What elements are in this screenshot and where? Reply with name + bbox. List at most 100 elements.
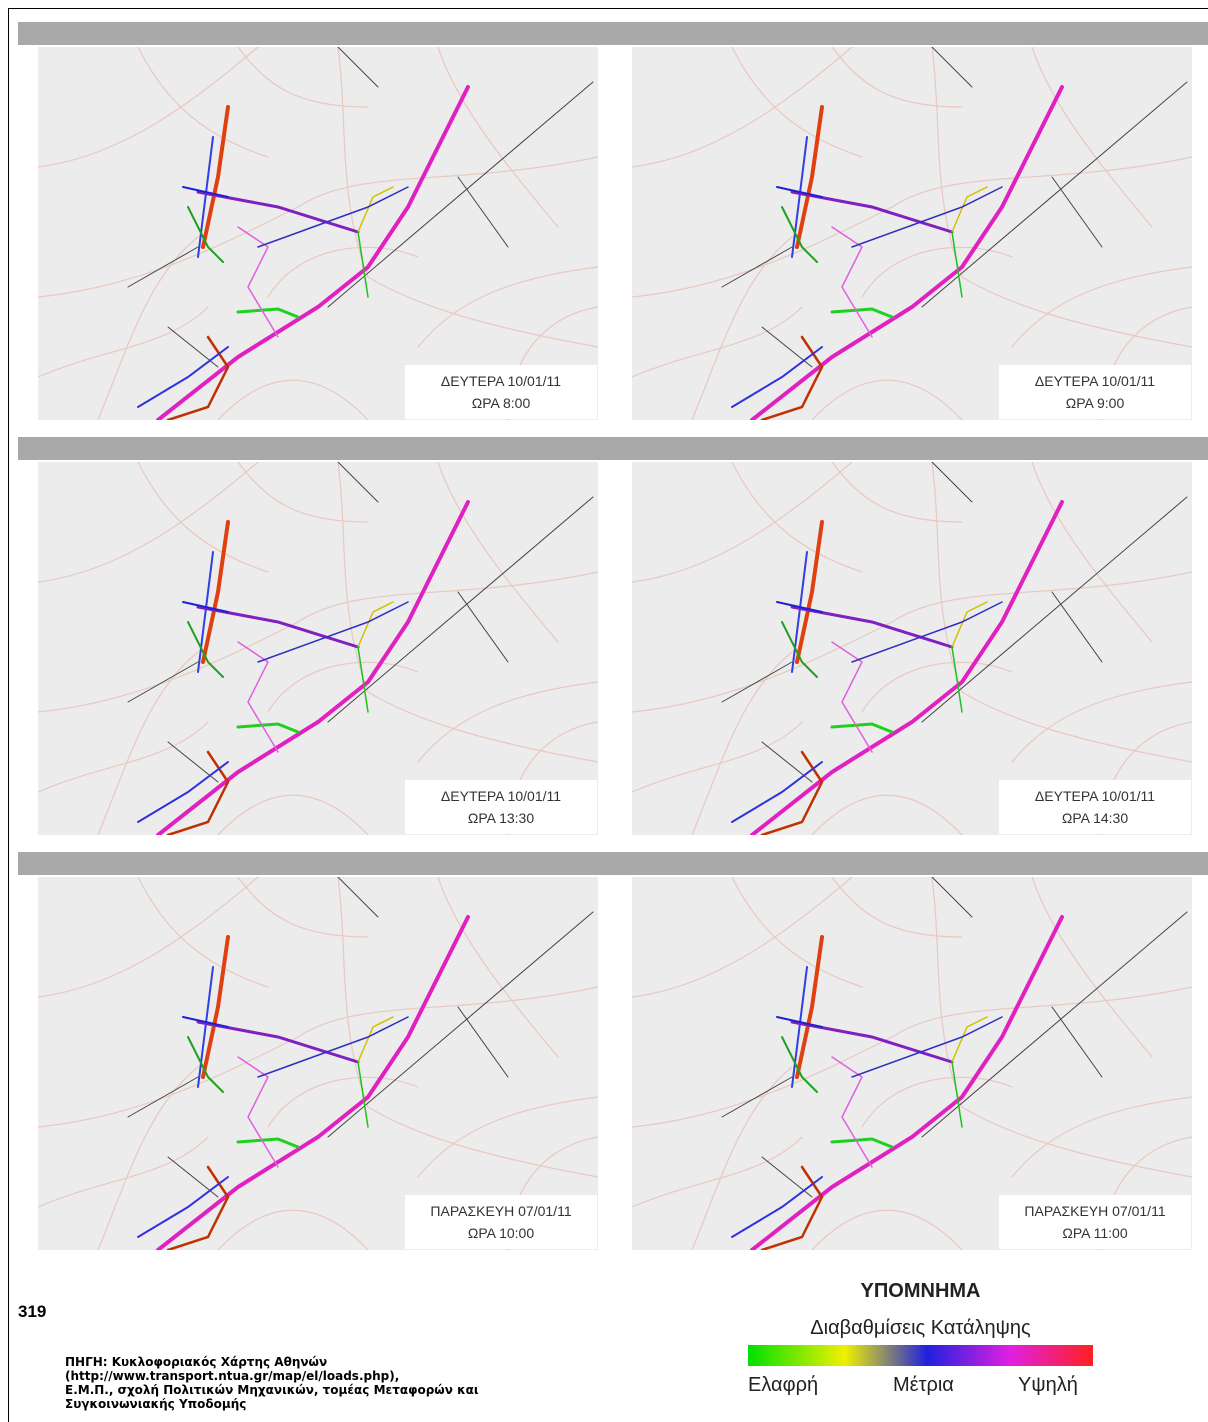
road xyxy=(338,462,368,692)
loaded-road xyxy=(238,1139,298,1147)
road xyxy=(238,877,368,937)
road xyxy=(1012,1097,1192,1177)
loaded-road xyxy=(238,1057,278,1167)
map-panel: ΠΑΡΑΣΚΕΥΗ 07/01/11ΩΡΑ 10:00 xyxy=(38,877,598,1250)
loaded-road xyxy=(238,227,278,337)
loaded-road xyxy=(832,309,892,317)
map-panel: ΔΕΥΤΕΡΑ 10/01/11ΩΡΑ 9:00 xyxy=(632,47,1192,420)
map-label-time: ΩΡΑ 10:00 xyxy=(405,1222,597,1244)
loaded-road xyxy=(358,647,368,712)
road xyxy=(1052,1007,1102,1077)
road xyxy=(458,1007,508,1077)
road xyxy=(832,877,962,937)
road xyxy=(962,692,1192,762)
page-number: 319 xyxy=(18,1302,46,1322)
road xyxy=(922,912,1187,1137)
map-label-time: ΩΡΑ 14:30 xyxy=(999,807,1191,829)
road xyxy=(632,1037,892,1127)
road xyxy=(732,47,862,157)
map-label-day: ΔΕΥΤΕΡΑ 10/01/11 xyxy=(999,370,1191,392)
road xyxy=(98,237,198,420)
map-label-time: ΩΡΑ 11:00 xyxy=(999,1222,1191,1244)
map-label-day: ΠΑΡΑΣΚΕΥΗ 07/01/11 xyxy=(999,1200,1191,1222)
map-label-time: ΩΡΑ 9:00 xyxy=(999,392,1191,414)
road xyxy=(832,462,962,522)
separator-bar xyxy=(18,852,1208,875)
map-label: ΔΕΥΤΕΡΑ 10/01/11ΩΡΑ 14:30 xyxy=(999,780,1191,834)
road xyxy=(138,877,268,987)
road xyxy=(128,1077,198,1117)
road xyxy=(298,572,598,622)
loaded-road xyxy=(832,227,872,337)
road xyxy=(932,47,972,87)
loaded-road xyxy=(198,607,358,647)
road xyxy=(38,307,208,377)
road xyxy=(692,652,792,835)
road xyxy=(218,1210,368,1250)
road xyxy=(338,877,378,917)
map-label: ΠΑΡΑΣΚΕΥΗ 07/01/11ΩΡΑ 10:00 xyxy=(405,1195,597,1249)
loaded-road xyxy=(952,1062,962,1127)
legend-gradient xyxy=(748,1345,1093,1366)
road xyxy=(298,987,598,1037)
loaded-road xyxy=(832,1139,892,1147)
road xyxy=(722,1077,792,1117)
road xyxy=(38,207,298,297)
road xyxy=(338,47,378,87)
loaded-road xyxy=(792,1022,952,1062)
road xyxy=(128,662,198,702)
road xyxy=(732,462,862,572)
road xyxy=(238,47,368,107)
road xyxy=(932,462,972,502)
road xyxy=(418,682,598,762)
road xyxy=(1052,592,1102,662)
road xyxy=(632,622,892,712)
loaded-road xyxy=(358,232,368,297)
road xyxy=(128,247,198,287)
road xyxy=(892,572,1192,622)
road xyxy=(892,987,1192,1037)
map-label-day: ΠΑΡΑΣΚΕΥΗ 07/01/11 xyxy=(405,1200,597,1222)
road xyxy=(1052,177,1102,247)
road xyxy=(692,1067,792,1250)
loaded-road xyxy=(198,192,358,232)
road xyxy=(368,1107,598,1177)
road xyxy=(338,462,378,502)
road xyxy=(1032,47,1152,227)
road xyxy=(218,380,368,420)
road xyxy=(338,877,368,1107)
road xyxy=(218,795,368,835)
loaded-road xyxy=(832,642,872,752)
source-line: Συγκοινωνιακής Υποδομής xyxy=(65,1397,665,1411)
legend-title: ΥΠΟΜΝΗΜΑ xyxy=(748,1280,1093,1303)
road xyxy=(1012,267,1192,347)
road xyxy=(328,82,593,307)
map-label-day: ΔΕΥΤΕΡΑ 10/01/11 xyxy=(405,370,597,392)
loaded-road xyxy=(832,724,892,732)
loaded-road xyxy=(238,724,298,732)
separator-bar xyxy=(18,22,1208,45)
road xyxy=(812,795,962,835)
road xyxy=(932,47,962,277)
road xyxy=(932,462,962,692)
road xyxy=(238,462,368,522)
road xyxy=(38,1137,208,1207)
road xyxy=(632,307,802,377)
road xyxy=(932,877,962,1107)
loaded-road xyxy=(792,192,952,232)
road xyxy=(438,877,558,1057)
road xyxy=(1032,462,1152,642)
map-label: ΔΕΥΤΕΡΑ 10/01/11ΩΡΑ 8:00 xyxy=(405,365,597,419)
road xyxy=(438,47,558,227)
road xyxy=(892,157,1192,207)
loaded-road xyxy=(952,647,962,712)
legend-low: Ελαφρή xyxy=(748,1374,818,1397)
road xyxy=(138,47,268,157)
road xyxy=(98,1067,198,1250)
road xyxy=(722,662,792,702)
legend-subtitle: Διαβαθμίσεις Κατάληψης xyxy=(748,1317,1093,1340)
road xyxy=(338,47,368,277)
